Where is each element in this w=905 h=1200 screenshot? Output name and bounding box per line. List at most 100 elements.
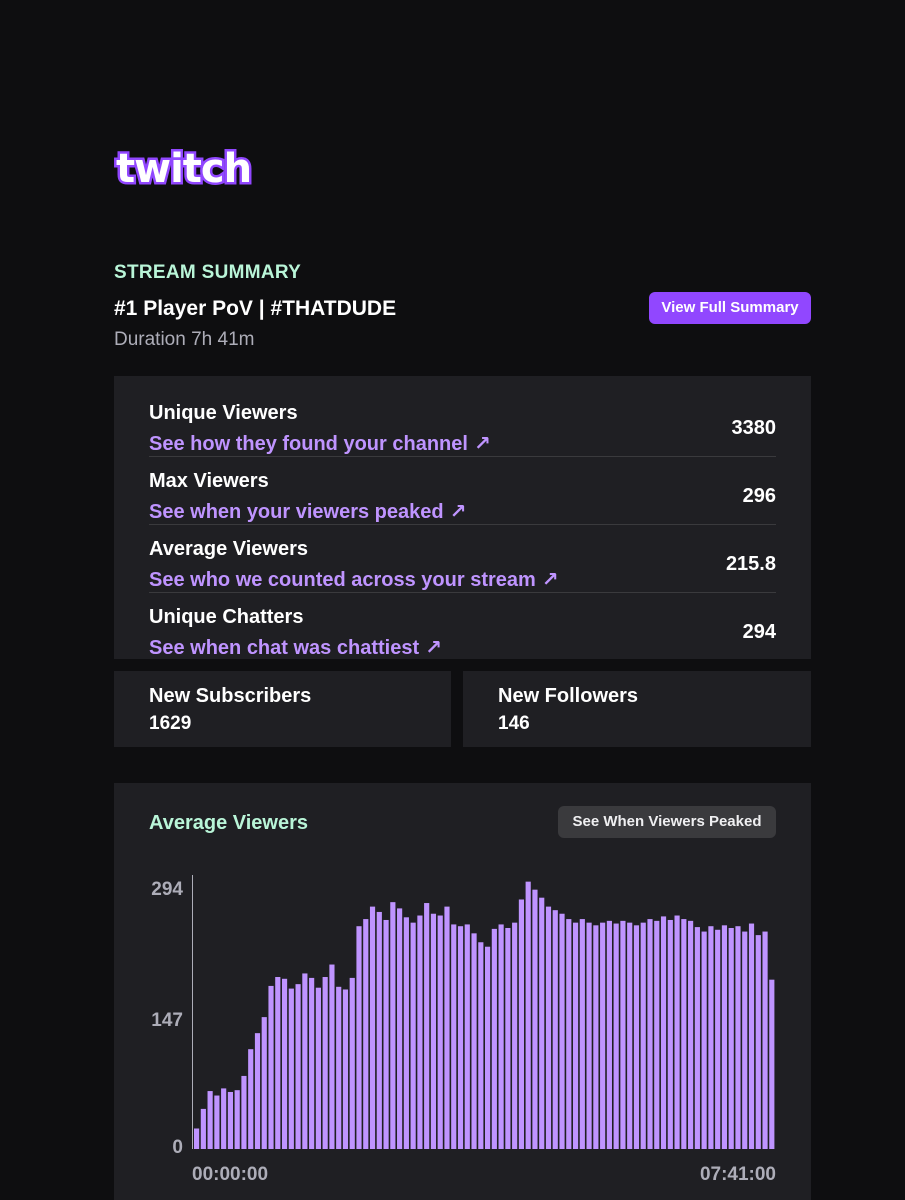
chart-bar: [667, 919, 673, 1149]
arrow-up-right-icon: ↗: [541, 569, 559, 591]
chart-bar: [288, 988, 294, 1149]
new-subscribers-label: New Subscribers: [149, 685, 312, 707]
stream-summary-label: STREAM SUMMARY: [114, 262, 302, 283]
chart-bar: [640, 922, 646, 1149]
chart-bar: [336, 986, 342, 1149]
chart-bar: [302, 973, 308, 1149]
chart-bar: [735, 926, 741, 1149]
twitch-logo: twitch: [114, 146, 255, 195]
chart-bar: [342, 989, 349, 1149]
chart-bar: [349, 977, 355, 1149]
average-viewers-link[interactable]: See who we counted across your stream ↗: [149, 569, 559, 591]
chart-bar: [417, 915, 423, 1149]
chart-bar: [654, 920, 660, 1149]
chart-bar: [376, 911, 382, 1149]
chart-bar: [451, 924, 457, 1149]
chart-bar: [390, 902, 396, 1149]
chart-bar: [518, 899, 525, 1149]
chart-bar: [430, 913, 437, 1149]
chart-bar: [532, 889, 538, 1149]
chart-bar: [566, 919, 572, 1149]
chart-bar: [248, 1049, 254, 1149]
chart-bar: [261, 1017, 267, 1149]
chart-bar: [647, 919, 653, 1149]
stat-value: 3380: [731, 417, 777, 439]
chart-bar: [464, 924, 470, 1149]
chart-bar: [281, 978, 288, 1149]
see-when-viewers-peaked-button[interactable]: See When Viewers Peaked: [558, 806, 776, 838]
view-full-summary-button[interactable]: View Full Summary: [649, 292, 811, 324]
chart-bar: [410, 922, 416, 1149]
stat-row-unique-chatters: Unique Chatters See when chat was chatti…: [149, 592, 776, 660]
chart-bar: [369, 906, 376, 1149]
stat-value: 294: [742, 621, 776, 643]
chart-bar: [356, 926, 362, 1149]
stream-title: #1 Player PoV | #THATDUDE: [114, 297, 397, 320]
chart-bar: [491, 928, 497, 1149]
chart-bar: [403, 917, 409, 1149]
chart-bar: [444, 906, 450, 1149]
chart-bar: [221, 1088, 227, 1149]
chart-bar: [708, 926, 714, 1149]
chart-bar: [329, 964, 335, 1149]
chart-bar: [660, 916, 667, 1149]
chart-bar: [613, 923, 619, 1149]
chart-bar: [755, 935, 761, 1149]
stat-row-max-viewers: Max Viewers See when your viewers peaked…: [149, 456, 776, 525]
unique-chatters-link[interactable]: See when chat was chattiest ↗: [149, 637, 442, 659]
y-tick-max: 294: [151, 879, 183, 900]
chart-bar: [545, 906, 552, 1149]
stat-name: Unique Chatters: [149, 606, 304, 628]
max-viewers-link[interactable]: See when your viewers peaked ↗: [149, 501, 467, 523]
chart-bar: [207, 1091, 213, 1149]
chart-bar: [512, 922, 518, 1149]
chart-bar: [194, 1128, 200, 1149]
stat-name: Unique Viewers: [149, 402, 298, 424]
chart-bar: [688, 920, 694, 1149]
chart-bar: [681, 919, 687, 1149]
chart-bar: [674, 915, 680, 1149]
chart-bar: [437, 915, 443, 1149]
chart-bar: [694, 927, 700, 1149]
chart-bar: [586, 922, 592, 1149]
chart-bar: [728, 927, 734, 1149]
chart-bar: [478, 942, 484, 1149]
chart-bar: [572, 922, 579, 1149]
chart-bar: [363, 919, 369, 1149]
chart-bar: [748, 923, 755, 1149]
stat-name: Average Viewers: [149, 538, 308, 560]
chart-bar: [457, 926, 464, 1149]
x-tick-end: 07:41:00: [700, 1164, 776, 1185]
bars-group: [194, 881, 775, 1149]
chart-bar: [322, 977, 328, 1149]
stat-row-average-viewers: Average Viewers See who we counted acros…: [149, 524, 776, 593]
chart-bar: [471, 933, 477, 1149]
new-followers-value: 146: [498, 713, 530, 734]
chart-bar: [309, 977, 315, 1149]
chart-bar: [627, 922, 633, 1149]
chart-bar: [241, 1075, 247, 1149]
chart-bar: [633, 925, 640, 1149]
chart-bar: [742, 931, 748, 1149]
new-subscribers-card: New Subscribers 1629: [114, 671, 451, 747]
chart-bar: [762, 931, 768, 1149]
x-tick-start: 00:00:00: [192, 1164, 268, 1185]
chart-bar: [498, 924, 504, 1149]
average-viewers-bar-chart: 294 147 0 00:00:00 07:41:00: [151, 875, 776, 1185]
chart-bar: [721, 925, 728, 1149]
average-viewers-chart-card: Average Viewers See When Viewers Peaked …: [114, 783, 811, 1200]
chart-title: Average Viewers: [149, 812, 308, 834]
chart-bar: [383, 919, 389, 1149]
chart-bar: [485, 946, 491, 1149]
chart-bar: [424, 903, 430, 1149]
chart-bar: [254, 1033, 261, 1149]
unique-viewers-link[interactable]: See how they found your channel ↗: [149, 433, 491, 455]
arrow-up-right-icon: ↗: [449, 501, 467, 523]
arrow-up-right-icon: ↗: [425, 637, 442, 659]
chart-bar: [315, 987, 321, 1149]
chart-bar: [268, 985, 274, 1149]
chart-bar: [214, 1095, 220, 1149]
chart-bar: [552, 910, 558, 1149]
new-followers-card: New Followers 146: [463, 671, 811, 747]
chart-bar: [234, 1090, 240, 1149]
